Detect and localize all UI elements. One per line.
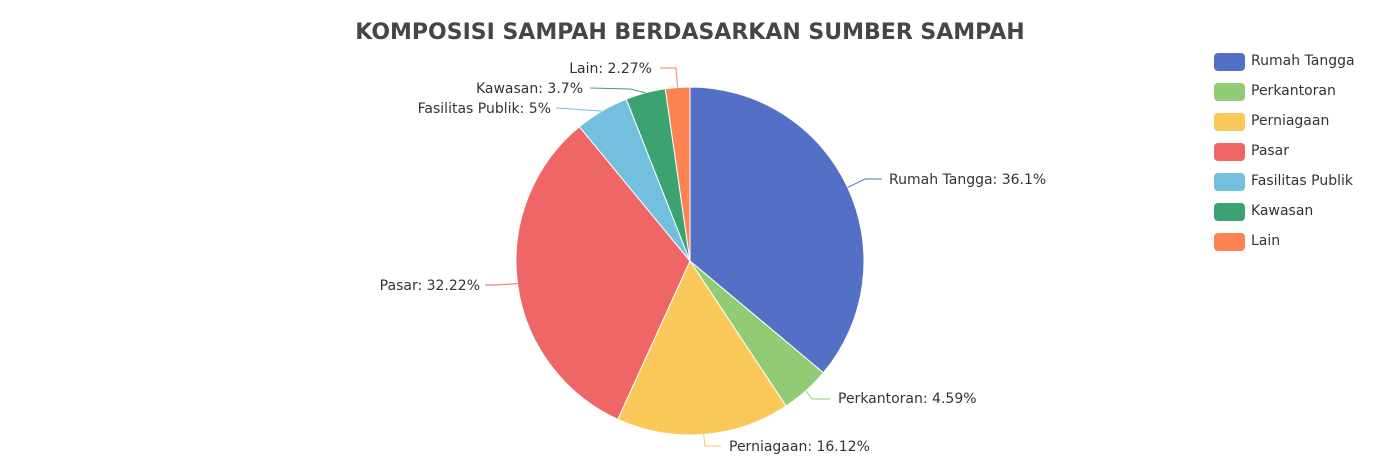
legend-swatch [1214,113,1245,131]
slice-label-perkantoran: Perkantoran: 4.59% [838,391,977,407]
legend-label: Kawasan [1251,203,1314,219]
pie-slice-pasar[interactable] [515,126,691,420]
legend-item-pasar[interactable]: Pasar [1214,141,1355,171]
label-line-fasilitas-publik [555,107,602,112]
chart-title: KOMPOSISI SAMPAH BERDASARKAN SUMBER SAMP… [355,20,1025,45]
legend-item-rumah-tangga[interactable]: Rumah Tangga [1214,51,1355,81]
slice-label-pasar: Pasar: 32.22% [380,278,480,294]
legend-swatch [1214,53,1245,71]
slice-label-lain: Lain: 2.27% [569,61,652,77]
legend-label: Perkantoran [1251,83,1336,99]
legend-swatch [1214,233,1245,251]
legend-item-fasilitas-publik[interactable]: Fasilitas Publik [1214,171,1355,201]
label-line-kawasan [589,87,646,94]
legend-label: Pasar [1251,143,1290,159]
pie-slice-perniagaan[interactable] [617,259,787,436]
legend-label: Lain [1251,233,1281,249]
slice-label-perniagaan: Perniagaan: 16.12% [729,439,870,455]
legend-item-kawasan[interactable]: Kawasan [1214,201,1355,231]
legend-swatch [1214,83,1245,101]
legend-label: Rumah Tangga [1251,53,1355,69]
slice-label-kawasan: Kawasan: 3.7% [476,81,583,97]
legend-label: Perniagaan [1251,113,1330,129]
legend-label: Fasilitas Publik [1251,173,1353,189]
label-line-perniagaan [703,434,721,447]
label-line-perkantoran [805,390,830,400]
legend-item-perkantoran[interactable]: Perkantoran [1214,81,1355,111]
legend-swatch [1214,143,1245,161]
slice-label-rumah-tangga: Rumah Tangga: 36.1% [889,172,1046,188]
label-line-rumah-tangga [847,178,882,188]
legend-swatch [1214,203,1245,221]
legend-swatch [1214,173,1245,191]
pie-slice-lain[interactable] [664,86,691,262]
legend: Rumah Tangga Perkantoran Perniagaan Pasar Fa… [1214,51,1355,261]
label-line-pasar [485,283,518,286]
label-line-lain [660,67,679,88]
slice-label-fasilitas-publik: Fasilitas Publik: 5% [418,101,551,117]
legend-item-perniagaan[interactable]: Perniagaan [1214,111,1355,141]
legend-item-lain[interactable]: Lain [1214,231,1355,261]
